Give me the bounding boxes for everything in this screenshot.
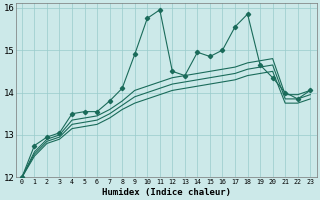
X-axis label: Humidex (Indice chaleur): Humidex (Indice chaleur) [101, 188, 231, 197]
